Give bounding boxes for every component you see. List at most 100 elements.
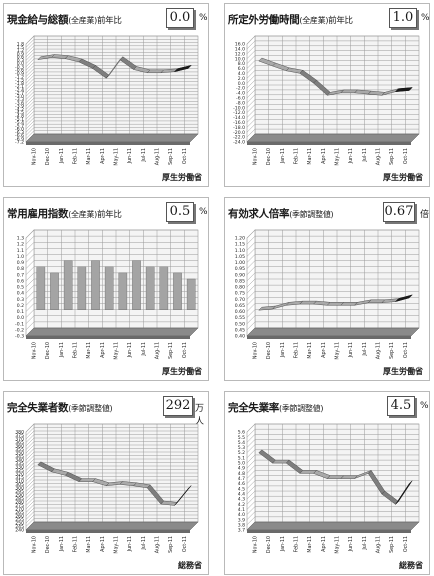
- x-tick-label: Sep-11: [389, 148, 395, 165]
- y-tick-label: 1.3: [17, 236, 24, 242]
- y-tick-label: -8.0: [236, 100, 245, 106]
- y-gridline-side: [246, 470, 256, 479]
- y-gridline-side: [25, 48, 35, 58]
- y-tick-label: 16.0: [235, 42, 245, 48]
- y-tick-label: -12.0: [233, 110, 245, 116]
- x-tick-label: Oct-11: [403, 148, 409, 164]
- y-gridline-side: [25, 479, 35, 489]
- y-gridline-side: [25, 58, 35, 68]
- y-gridline-side: [25, 117, 35, 126]
- y-gridline-side: [246, 278, 256, 288]
- y-gridline-side: [25, 104, 35, 113]
- x-tick-label: Mar-11: [86, 148, 92, 165]
- chart-source: 総務省: [399, 561, 423, 570]
- chart-source: 厚生労働省: [162, 173, 202, 182]
- y-tick-label: 0.9: [17, 51, 24, 57]
- x-tick-label: May-11: [334, 536, 340, 554]
- y-tick-label: 5.3: [238, 445, 245, 451]
- y-tick-label: 10.0: [235, 56, 245, 62]
- y-tick-label: 0.80: [235, 285, 245, 291]
- x-tick-label: Feb-11: [72, 148, 78, 164]
- x-tick-label: Sep-11: [168, 148, 174, 165]
- y-gridline-side: [25, 291, 35, 300]
- y-tick-label: 1.8: [17, 42, 24, 48]
- x-tick-label: Jun-11: [348, 536, 354, 552]
- y-tick-label: 260: [15, 514, 24, 520]
- y-gridline-side: [25, 441, 35, 450]
- y-tick-label: 0.85: [235, 278, 245, 284]
- y-gridline-side: [25, 518, 35, 527]
- y-tick-label: -4.2: [15, 107, 24, 113]
- chart-floor-edge: [247, 336, 411, 339]
- x-tick-label: May-11: [334, 342, 340, 360]
- x-tick-label: Oct-11: [403, 536, 409, 552]
- y-gridline-side: [25, 124, 35, 133]
- y-tick-label: 0.6: [17, 278, 24, 284]
- y-tick-label: 0.50: [235, 321, 245, 327]
- x-tick-label: Apr-11: [100, 536, 106, 552]
- y-tick-label: -22.0: [233, 135, 245, 141]
- y-tick-label: 1.10: [235, 248, 245, 254]
- y-gridline-side: [246, 480, 256, 489]
- chart-floor: [246, 327, 420, 337]
- x-tick-label: Feb-11: [293, 342, 299, 358]
- y-tick-label: 4.6: [238, 481, 245, 487]
- chart-panel-overtime: 所定外労働時間(全産業)前年比 1.0 % 16.0 14.0 12.0 10.0 8.…: [224, 3, 430, 187]
- x-tick-label: Apr-11: [100, 148, 106, 164]
- y-tick-label: -6.9: [15, 136, 24, 142]
- y-tick-label: -3.3: [15, 97, 24, 103]
- y-tick-label: -1.8: [15, 81, 24, 87]
- y-tick-label: 0.95: [235, 266, 245, 272]
- y-gridline-side: [246, 84, 256, 94]
- y-gridline-side: [25, 462, 35, 471]
- y-tick-label: 265: [15, 510, 24, 516]
- y-gridline-side: [246, 79, 256, 89]
- y-tick-label: 370: [15, 437, 24, 443]
- chart-floor-edge: [26, 530, 190, 533]
- chart-plot-overtime: 16.014.012.010.08.06.04.02.00.0-2.0-4.0-…: [233, 35, 420, 166]
- chart-title: 所定外労働時間(全産業)前年比: [228, 14, 353, 26]
- y-gridline-side: [25, 437, 35, 447]
- y-tick-label: 5.2: [238, 450, 245, 456]
- value-unit: %: [199, 13, 208, 23]
- y-tick-label: 240: [15, 528, 24, 534]
- x-tick-label: Feb-11: [293, 148, 299, 164]
- y-gridline-side: [246, 89, 256, 99]
- chart-floor-edge: [26, 336, 190, 339]
- x-tick-label: Jun-11: [348, 148, 354, 164]
- y-gridline-side: [25, 94, 35, 103]
- y-gridline-side: [246, 465, 256, 474]
- y-tick-label: 8.0: [238, 61, 245, 67]
- x-tick-label: Feb-11: [72, 536, 78, 552]
- y-tick-label: 0.45: [235, 327, 245, 333]
- y-gridline-side: [246, 50, 256, 59]
- chart-plot-unemployed: 3803753703653603553503453403353303253203…: [15, 423, 199, 554]
- y-gridline-side: [25, 91, 35, 100]
- chart-floor: [246, 521, 420, 531]
- y-tick-label: 305: [15, 482, 24, 488]
- y-gridline-side: [25, 52, 35, 61]
- y-tick-label: 6.0: [238, 66, 245, 72]
- y-gridline-side: [246, 119, 256, 128]
- y-tick-label: -5.4: [15, 120, 24, 126]
- x-tick-label: Mar-11: [307, 342, 313, 359]
- y-tick-label: 12.0: [235, 51, 245, 57]
- y-tick-label: 1.2: [17, 242, 24, 248]
- y-tick-label: 0.2: [17, 303, 24, 309]
- y-tick-label: 5.5: [238, 435, 245, 441]
- current-value-box: 292: [163, 396, 193, 416]
- y-gridline-side: [25, 114, 35, 123]
- x-tick-label: Oct-11: [182, 342, 188, 358]
- x-tick-label: Dec-10: [45, 342, 51, 359]
- y-tick-label: -2.1: [15, 84, 24, 90]
- y-tick-label: 2.0: [238, 76, 245, 82]
- chart-floor: [25, 327, 199, 337]
- y-gridline-side: [246, 434, 256, 443]
- y-tick-label: 0.5: [17, 285, 24, 291]
- value-unit: %: [420, 401, 429, 411]
- x-tick-label: Aug-11: [375, 342, 381, 359]
- chart-panel-employment: 常用雇用指数(全産業)前年比 0.5 % 1.3 1.2 1.1 1.0 0.9 0.8 0…: [3, 197, 209, 381]
- y-gridline-side: [25, 81, 35, 90]
- x-tick-label: Feb-11: [72, 342, 78, 358]
- y-tick-label: 0.75: [235, 291, 245, 297]
